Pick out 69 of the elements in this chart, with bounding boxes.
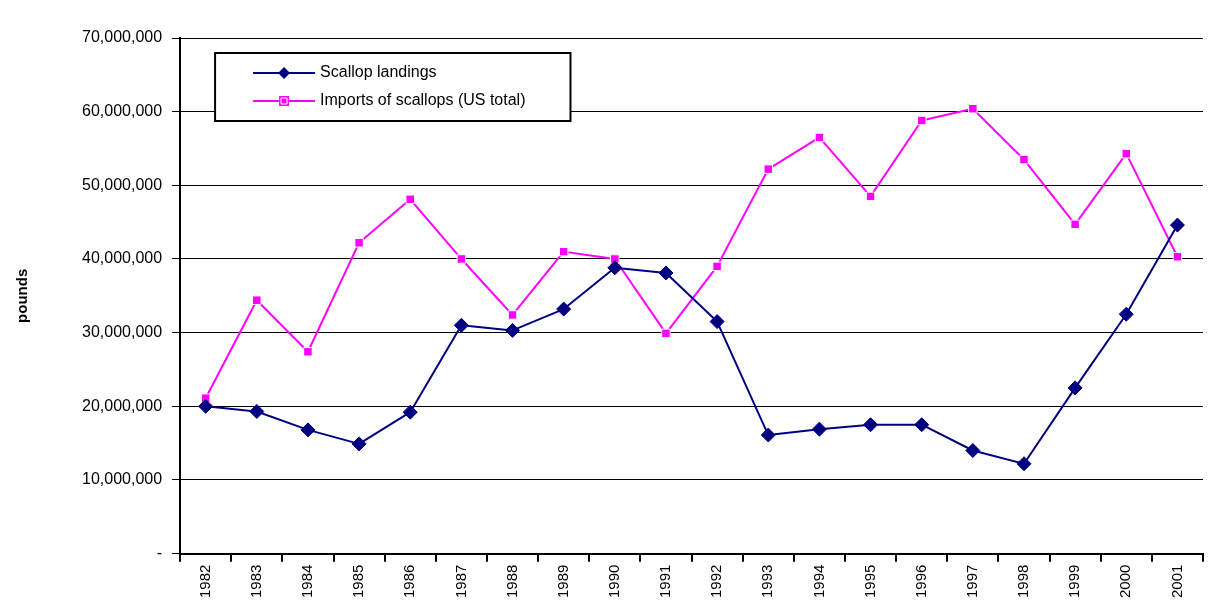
x-tick-label: 1987: [451, 564, 469, 599]
point: [402, 404, 418, 420]
x-tick-label: 1998: [1014, 564, 1032, 599]
point: [863, 417, 879, 433]
x-tick-label: 1986: [400, 564, 418, 599]
point: [1118, 306, 1134, 322]
x-tick-label: 1997: [962, 564, 980, 599]
point: [760, 427, 776, 443]
x-tick-label: 1993: [758, 564, 776, 599]
point: [198, 398, 214, 414]
point: [865, 191, 876, 202]
point: [607, 260, 623, 276]
point: [712, 261, 722, 272]
point: [456, 254, 467, 264]
x-tick-label: 1990: [604, 564, 622, 599]
x-tick-label: 1989: [553, 564, 571, 599]
y-tick-label: 30,000,000: [82, 323, 163, 341]
point: [1169, 217, 1185, 233]
point: [300, 422, 316, 438]
point: [763, 164, 773, 174]
x-tick-label: 1991: [656, 564, 674, 599]
point: [252, 295, 262, 305]
point: [1067, 380, 1083, 396]
x-tick-label: 1983: [246, 564, 264, 599]
point: [1121, 148, 1132, 159]
y-tick-label: 40,000,000: [82, 249, 163, 267]
point: [968, 103, 978, 114]
point: [1172, 252, 1183, 262]
point: [453, 317, 469, 333]
point: [661, 328, 671, 339]
x-tick-label: 1984: [298, 564, 316, 599]
point: [507, 310, 518, 320]
point: [811, 421, 827, 437]
legend-label: Scallop landings: [320, 63, 437, 81]
x-tick-label: 1988: [502, 564, 520, 599]
y-tick-label: 20,000,000: [82, 396, 163, 414]
point: [658, 265, 674, 281]
point: [814, 132, 825, 143]
point: [354, 238, 364, 248]
point: [249, 403, 265, 419]
x-tick-label: 1985: [349, 564, 367, 599]
point: [965, 443, 981, 459]
point: [351, 436, 367, 452]
x-tick-label: 1994: [809, 564, 827, 599]
point: [916, 115, 927, 126]
y-tick-label: 60,000,000: [82, 102, 163, 120]
x-tick-label: 1992: [707, 564, 725, 599]
point: [1070, 219, 1080, 230]
y-tick-label: 70,000,000: [82, 28, 163, 46]
point: [303, 347, 313, 357]
legend-label: Imports of scallops (US total): [320, 91, 526, 109]
point: [709, 314, 725, 330]
point: [505, 322, 521, 338]
y-tick-label: -: [156, 544, 163, 562]
point: [558, 246, 569, 257]
x-tick-label: 1995: [860, 564, 878, 599]
y-tick-label: 10,000,000: [82, 470, 163, 488]
point: [914, 417, 930, 433]
x-tick-label: 1999: [1065, 564, 1083, 599]
x-tick-label: 1982: [195, 564, 213, 599]
point: [556, 301, 572, 317]
y-axis-title: pounds: [13, 268, 31, 323]
point: [1019, 154, 1029, 165]
x-tick-label: 2001: [1167, 564, 1185, 599]
y-tick-label: 50,000,000: [82, 175, 163, 193]
x-tick-label: 2000: [1116, 564, 1134, 599]
point: [1016, 456, 1032, 472]
x-tick-label: 1996: [911, 564, 929, 599]
point: [405, 194, 415, 205]
